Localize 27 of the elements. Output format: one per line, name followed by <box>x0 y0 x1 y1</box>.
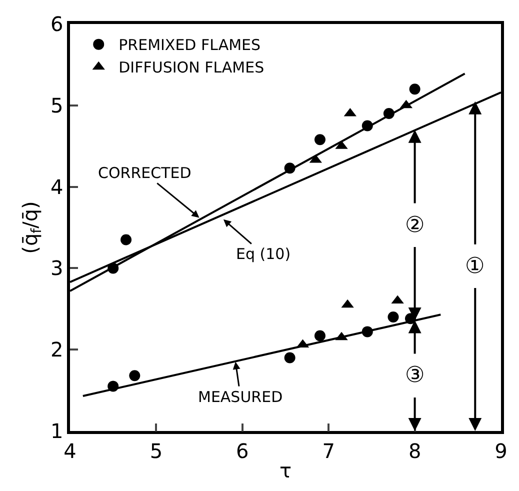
point <box>284 352 296 364</box>
point <box>314 134 326 146</box>
x-tick-label: 7 <box>322 438 335 463</box>
y-tick-label: 3 <box>50 256 64 280</box>
annotation: ② <box>405 213 425 238</box>
legend-label: PREMIXED FLAMES <box>118 36 261 54</box>
point <box>129 370 140 382</box>
y-tick-label: 1 <box>50 419 64 443</box>
legend-label: DIFFUSION FLAMES <box>118 58 264 77</box>
x-tick-label: 6 <box>236 438 249 463</box>
y-tick-label: 4 <box>50 174 64 199</box>
annotation: ① <box>465 254 485 279</box>
y-tick-label: 5 <box>50 93 64 118</box>
x-tick-label: 9 <box>494 438 508 463</box>
annotation: ③ <box>405 363 425 388</box>
y-tick-label: 6 <box>50 12 64 36</box>
annotation: CORRECTED <box>98 164 192 182</box>
x-axis-title: τ <box>279 458 292 482</box>
point <box>120 234 132 246</box>
annotation: Eq (10) <box>236 245 291 263</box>
point <box>388 312 399 323</box>
y-tick-label: 2 <box>50 338 64 362</box>
x-tick-label: 8 <box>408 438 422 463</box>
annotation: MEASURED <box>198 388 283 406</box>
point <box>409 84 420 95</box>
x-tick-label: 5 <box>150 438 163 463</box>
point <box>314 330 326 342</box>
